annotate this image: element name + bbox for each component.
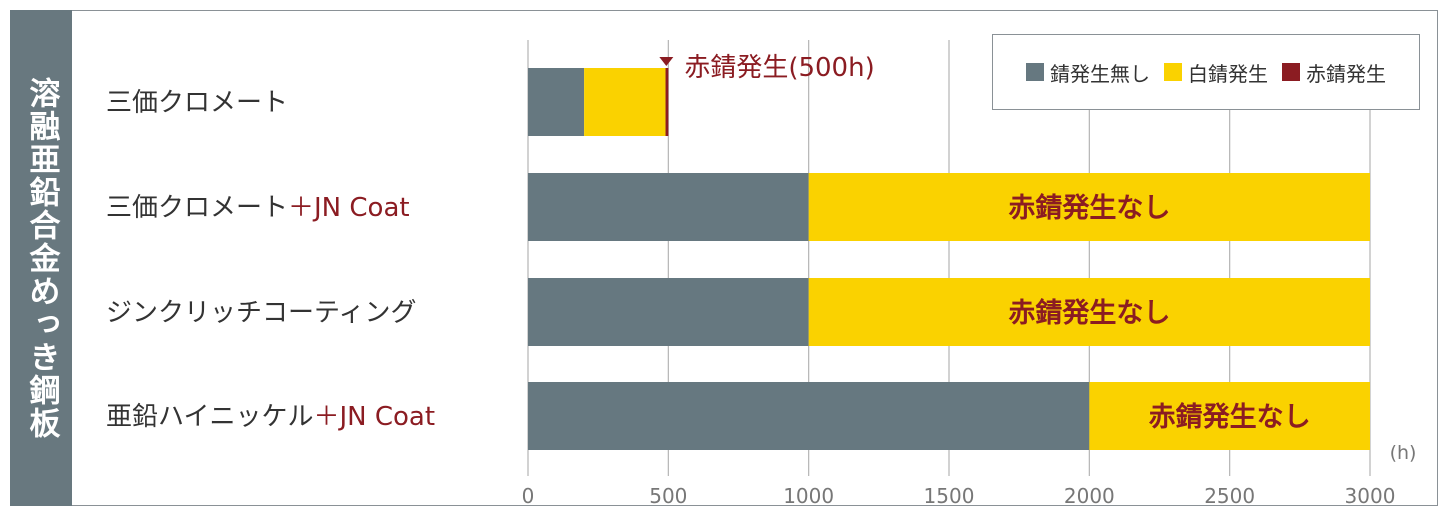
bar-label: 赤錆発生なし bbox=[1149, 401, 1311, 433]
annotation-label: 赤錆発生(500h) bbox=[684, 53, 874, 83]
category-label-suffix: ＋JN Coat bbox=[288, 193, 410, 223]
x-tick-label: 0 bbox=[522, 484, 535, 508]
bar-segment-red-rust bbox=[666, 68, 669, 136]
bar-label: 赤錆発生なし bbox=[1008, 297, 1170, 329]
category-label-main: 三価クロメート bbox=[106, 193, 288, 223]
bar-segment-white-rust bbox=[584, 68, 665, 136]
category-label: 三価クロメート bbox=[106, 88, 288, 118]
category-label-main: 三価クロメート bbox=[106, 88, 288, 118]
category-label-main: ジンクリッチコーティング bbox=[106, 298, 416, 328]
legend-item-white-rust: 白錆発生 bbox=[1164, 58, 1268, 87]
category-label: 三価クロメート＋JN Coat bbox=[106, 193, 410, 223]
bar-segment-no-rust bbox=[528, 173, 809, 241]
category-label-main: 亜鉛ハイニッケル bbox=[106, 402, 313, 432]
annotation-marker-icon bbox=[659, 57, 673, 66]
x-tick-label: 3000 bbox=[1345, 484, 1396, 508]
legend-swatch-white-rust bbox=[1164, 63, 1182, 81]
bar-segment-no-rust bbox=[528, 278, 809, 346]
legend-item-red-rust: 赤錆発生 bbox=[1282, 58, 1386, 87]
legend-swatch-no-rust bbox=[1026, 63, 1044, 81]
legend-label-no-rust: 錆発生無し bbox=[1050, 58, 1150, 87]
legend-label-red-rust: 赤錆発生 bbox=[1306, 58, 1386, 87]
x-tick-label: 500 bbox=[649, 484, 687, 508]
x-tick-label: 2000 bbox=[1064, 484, 1115, 508]
x-unit-label: (h) bbox=[1390, 442, 1417, 464]
category-label: ジンクリッチコーティング bbox=[106, 298, 416, 328]
x-tick-label: 1000 bbox=[783, 484, 834, 508]
bar-segment-no-rust bbox=[528, 382, 1089, 450]
category-label-suffix: ＋JN Coat bbox=[313, 402, 435, 432]
legend-swatch-red-rust bbox=[1282, 63, 1300, 81]
x-tick-label: 1500 bbox=[924, 484, 975, 508]
bar-label: 赤錆発生なし bbox=[1008, 192, 1170, 224]
legend: 錆発生無し 白錆発生 赤錆発生 bbox=[992, 34, 1420, 110]
bar-segment-no-rust bbox=[528, 68, 584, 136]
x-tick-label: 2500 bbox=[1204, 484, 1255, 508]
legend-item-no-rust: 錆発生無し bbox=[1026, 58, 1150, 87]
category-label: 亜鉛ハイニッケル＋JN Coat bbox=[106, 402, 435, 432]
legend-label-white-rust: 白錆発生 bbox=[1188, 58, 1268, 87]
